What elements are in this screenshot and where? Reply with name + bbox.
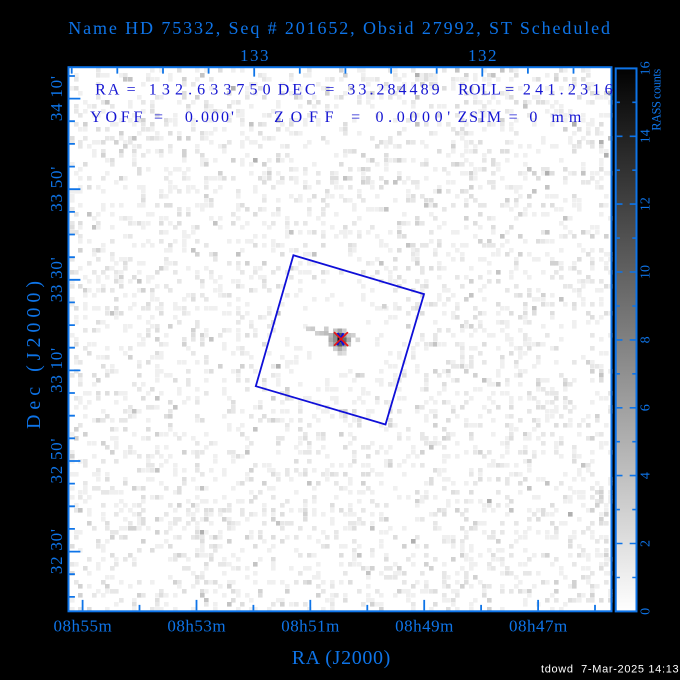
- svg-text:33.284489: 33.284489: [347, 82, 439, 99]
- svg-text:33 50': 33 50': [47, 167, 66, 212]
- svg-text:16: 16: [639, 61, 654, 75]
- svg-text:ZSIM =: ZSIM =: [458, 109, 518, 126]
- svg-text:132.633750: 132.633750: [149, 82, 271, 99]
- svg-text:tdowd 7-Mar-2025 14:13: tdowd 7-Mar-2025 14:13: [541, 664, 679, 676]
- svg-text:0 mm: 0 mm: [529, 109, 581, 126]
- svg-text:8: 8: [639, 336, 654, 343]
- svg-text:DEC =: DEC =: [278, 82, 335, 99]
- svg-text:08h53m: 08h53m: [167, 617, 225, 636]
- svg-text:10: 10: [639, 265, 654, 279]
- svg-text:32 50': 32 50': [47, 439, 66, 484]
- svg-text:08h47m: 08h47m: [509, 617, 567, 636]
- svg-text:4: 4: [639, 472, 654, 479]
- svg-text:12: 12: [639, 197, 654, 211]
- svg-text:08h51m: 08h51m: [281, 617, 339, 636]
- svg-text:2: 2: [639, 540, 654, 547]
- svg-text:ROLL =: ROLL =: [458, 82, 514, 99]
- svg-text:32 30': 32 30': [47, 529, 66, 574]
- svg-text:6: 6: [639, 404, 654, 411]
- svg-text:133: 133: [240, 46, 269, 65]
- svg-text:08h49m: 08h49m: [395, 617, 453, 636]
- svg-text:34 10': 34 10': [47, 76, 66, 121]
- svg-text:RASS counts: RASS counts: [650, 69, 664, 131]
- svg-text:RA =: RA =: [95, 82, 136, 99]
- svg-text:RA (J2000): RA (J2000): [292, 647, 391, 669]
- svg-text:Dec (J2000): Dec (J2000): [23, 281, 45, 429]
- svg-text:132: 132: [468, 46, 497, 65]
- svg-text:14: 14: [639, 129, 654, 143]
- svg-text:33 30': 33 30': [47, 257, 66, 302]
- svg-text:08h55m: 08h55m: [54, 617, 112, 636]
- svg-text:0: 0: [639, 608, 654, 615]
- svg-text:33 10': 33 10': [47, 348, 66, 393]
- svg-text:Name HD 75332, Seq # 201652, O: Name HD 75332, Seq # 201652, Obsid 27992…: [68, 18, 610, 38]
- svg-text:241.2316: 241.2316: [523, 82, 613, 99]
